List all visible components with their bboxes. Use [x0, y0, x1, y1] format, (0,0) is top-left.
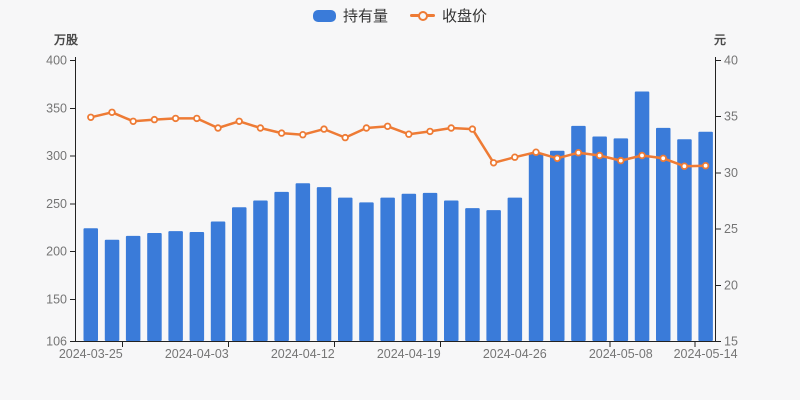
holdings-bar[interactable]: [656, 127, 671, 342]
holdings-bar[interactable]: [253, 200, 268, 342]
x-tick-label: 2024-05-08: [589, 347, 653, 361]
close-price-point[interactable]: [256, 124, 265, 132]
close-price-point[interactable]: [341, 133, 349, 142]
holdings-bar[interactable]: [210, 221, 226, 342]
close-price-point[interactable]: [553, 154, 561, 162]
close-price-point[interactable]: [701, 161, 710, 170]
close-price-marker-icon: [417, 10, 428, 21]
close-price-point[interactable]: [214, 124, 222, 132]
close-price-point[interactable]: [299, 130, 307, 139]
close-price-line: [87, 108, 710, 170]
close-price-point[interactable]: [150, 115, 159, 124]
close-price-point[interactable]: [193, 114, 201, 123]
y-left-tick-label: 400: [46, 54, 67, 68]
chart-legend: 持有量 收盘价: [0, 5, 800, 26]
holdings-bar[interactable]: [592, 136, 607, 342]
y-right-tick-label: 40: [724, 54, 738, 68]
holdings-bar[interactable]: [444, 200, 459, 342]
close-price-point[interactable]: [383, 122, 392, 130]
y-right-tick-label: 25: [724, 222, 738, 236]
close-price-point[interactable]: [320, 125, 328, 133]
y-left-tick-label: 106: [46, 335, 67, 349]
x-tick-label: 2024-04-12: [271, 347, 335, 361]
holdings-bar[interactable]: [550, 150, 565, 341]
holdings-bar[interactable]: [507, 197, 523, 341]
holdings-bar[interactable]: [613, 138, 629, 341]
holdings-bar[interactable]: [698, 131, 713, 341]
x-tick-label: 2024-04-26: [483, 347, 547, 361]
x-tick-label: 2024-03-25: [59, 347, 123, 361]
y-right-tick-label: 15: [724, 335, 738, 349]
holdings-bar[interactable]: [401, 193, 417, 341]
holdings-bar[interactable]: [168, 231, 183, 341]
holdings-bar[interactable]: [465, 208, 480, 341]
holdings-bar[interactable]: [338, 197, 353, 341]
holdings-bar[interactable]: [232, 207, 247, 341]
close-price-point[interactable]: [447, 124, 455, 132]
holdings-bar[interactable]: [359, 202, 374, 341]
y-left-tick-label: 300: [46, 149, 67, 163]
holdings-bar[interactable]: [83, 228, 99, 341]
axes: 400 350 300 250 200 150 106 40 35 30 25 20 15 2024-03…: [46, 54, 738, 362]
y-right-tick-label: 20: [724, 278, 738, 292]
close-price-line-swatch-icon: [410, 10, 435, 21]
x-tick-label: 2024-05-14: [674, 347, 738, 361]
holdings-bar[interactable]: [125, 235, 141, 341]
close-price-point[interactable]: [617, 156, 625, 165]
close-price-point[interactable]: [362, 124, 371, 132]
y-left-tick-label: 250: [46, 197, 67, 211]
holdings-bar[interactable]: [528, 153, 544, 341]
close-price-point[interactable]: [511, 153, 519, 161]
holdings-bar[interactable]: [104, 239, 120, 341]
y-right-tick-label: 30: [724, 166, 738, 180]
y-left-tick-label: 150: [46, 292, 67, 306]
x-tick-label: 2024-04-03: [165, 347, 229, 361]
legend-close-price-label: 收盘价: [442, 8, 488, 25]
holdings-bars: [83, 91, 713, 342]
y-left-tick-label: 200: [46, 245, 67, 259]
holdings-bar[interactable]: [677, 139, 692, 341]
holdings-bar[interactable]: [422, 192, 438, 341]
close-price-point[interactable]: [277, 129, 286, 137]
legend-item-close-price[interactable]: 收盘价: [410, 5, 487, 26]
holdings-bar[interactable]: [295, 183, 311, 341]
x-tick-label: 2024-04-19: [377, 347, 441, 361]
holdings-bar[interactable]: [147, 233, 162, 341]
holdings-bar[interactable]: [380, 197, 395, 341]
close-price-point[interactable]: [532, 148, 540, 156]
y-left-axis-name: 万股: [53, 33, 78, 47]
close-price-path: [89, 111, 707, 168]
close-price-point[interactable]: [171, 114, 180, 123]
close-price-point[interactable]: [235, 117, 243, 125]
close-price-point[interactable]: [638, 151, 646, 160]
holdings-bar-swatch-icon: [312, 9, 336, 22]
close-price-point[interactable]: [489, 159, 498, 167]
holdings-bar[interactable]: [634, 91, 650, 342]
close-price-point[interactable]: [405, 130, 413, 138]
y-right-tick-label: 35: [724, 110, 738, 124]
close-price-point[interactable]: [129, 117, 137, 125]
close-price-point[interactable]: [108, 108, 116, 116]
close-price-point[interactable]: [680, 162, 689, 170]
holdings-bar[interactable]: [274, 191, 289, 341]
holdings-bar[interactable]: [189, 232, 205, 341]
close-price-point[interactable]: [659, 154, 667, 162]
close-price-point[interactable]: [426, 127, 434, 136]
holdings-bar[interactable]: [486, 210, 501, 341]
holdings-bar[interactable]: [571, 125, 586, 342]
y-left-tick-label: 350: [46, 101, 67, 115]
close-price-point[interactable]: [574, 148, 583, 157]
legend-holdings-label: 持有量: [342, 8, 388, 25]
close-price-point[interactable]: [87, 113, 95, 121]
y-right-axis-name: 元: [714, 33, 727, 47]
holdings-bar[interactable]: [316, 187, 332, 341]
close-price-point[interactable]: [468, 125, 477, 133]
close-price-point[interactable]: [595, 151, 604, 160]
legend-item-holdings[interactable]: 持有量: [312, 5, 388, 26]
